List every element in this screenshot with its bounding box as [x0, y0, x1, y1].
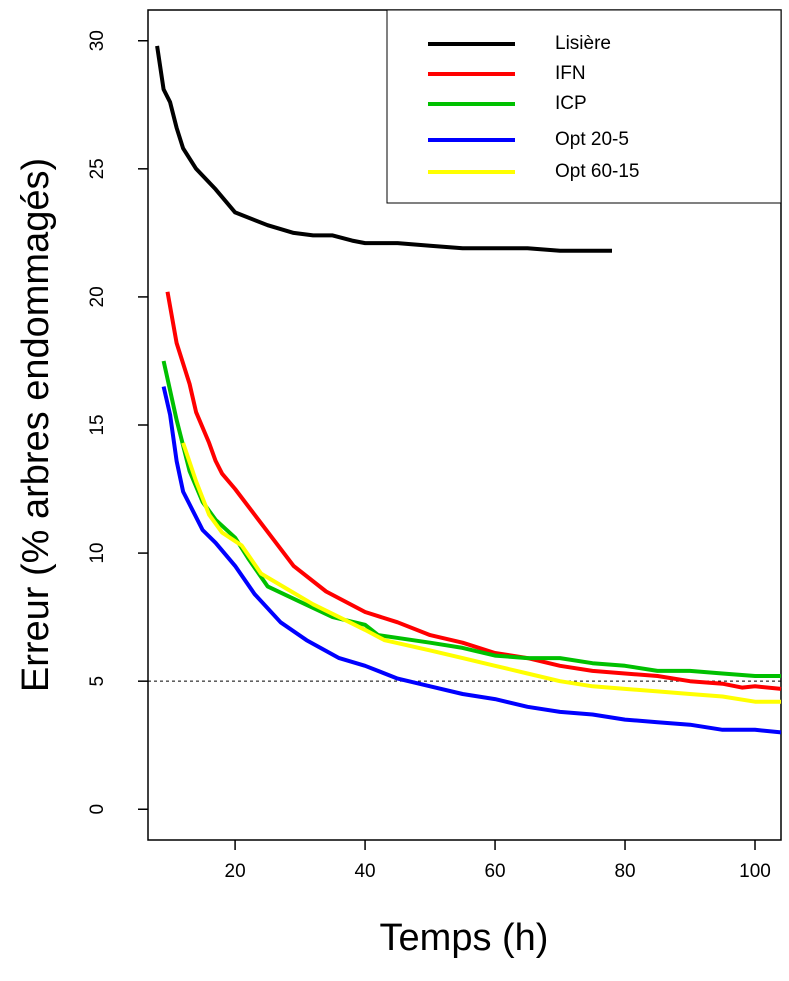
x-tick-label: 20	[225, 861, 246, 882]
legend-label: IFN	[555, 63, 586, 84]
x-tick-label: 100	[739, 861, 771, 882]
series-line	[165, 291, 782, 691]
y-tick-label: 0	[87, 804, 108, 815]
x-tick-label: 60	[484, 861, 505, 882]
y-tick-label: 20	[87, 286, 108, 307]
legend-label: Opt 20-5	[555, 129, 629, 150]
y-tick-label: 25	[87, 158, 108, 179]
legend-label: Opt 60-15	[555, 161, 640, 182]
series-line	[161, 360, 781, 678]
y-tick-label: 30	[87, 30, 108, 51]
y-axis-title: Erreur (% arbres endommagés)	[15, 158, 57, 692]
series-line	[155, 45, 612, 253]
y-tick-label: 10	[87, 543, 108, 564]
series-line	[161, 386, 782, 735]
x-tick-label: 40	[354, 861, 375, 882]
legend-label: ICP	[555, 93, 587, 114]
y-tick-label: 15	[87, 414, 108, 435]
x-axis-title: Temps (h)	[380, 917, 549, 959]
x-tick-label: 80	[614, 861, 635, 882]
y-tick-label: 5	[87, 676, 108, 687]
series-line	[181, 442, 781, 704]
legend-label: Lisière	[555, 33, 611, 54]
